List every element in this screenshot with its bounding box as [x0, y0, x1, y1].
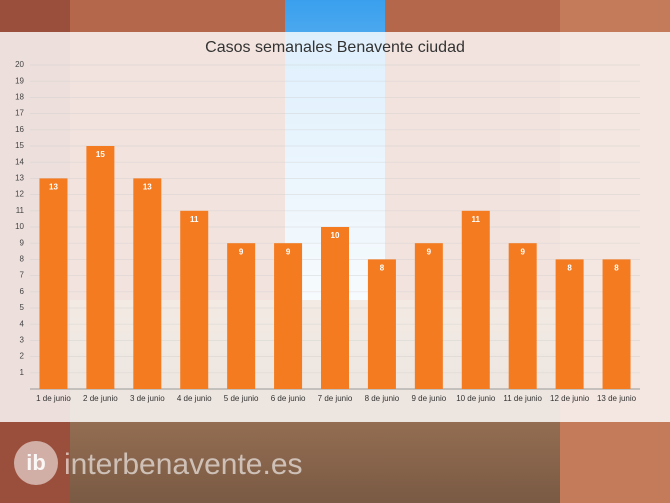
value-label: 8 — [567, 264, 572, 273]
y-tick-label: 20 — [15, 60, 24, 69]
bar — [414, 243, 443, 389]
y-tick-label: 6 — [20, 287, 25, 296]
chart-title: Casos semanales Benavente ciudad — [205, 39, 465, 56]
value-label: 13 — [143, 183, 152, 192]
value-label: 9 — [239, 247, 244, 256]
y-tick-label: 15 — [15, 141, 24, 150]
value-label: 10 — [331, 231, 340, 240]
bar — [133, 178, 162, 389]
bar — [86, 146, 115, 389]
x-tick-label: 11 de junio — [503, 394, 542, 403]
y-tick-label: 17 — [15, 109, 24, 118]
x-tick-label: 1 de junio — [36, 394, 71, 403]
y-tick-label: 19 — [15, 76, 24, 85]
bar — [555, 259, 584, 389]
x-tick-label: 12 de junio — [550, 394, 590, 403]
x-tick-label: 8 de junio — [365, 394, 400, 403]
y-tick-label: 9 — [20, 238, 25, 247]
y-tick-label: 1 — [20, 368, 25, 377]
value-label: 15 — [96, 150, 105, 159]
bar — [39, 178, 68, 389]
x-tick-label: 10 de junio — [456, 394, 496, 403]
y-tick-label: 5 — [20, 303, 25, 312]
y-tick-label: 8 — [20, 255, 25, 264]
y-tick-label: 14 — [15, 157, 24, 166]
y-tick-label: 10 — [15, 222, 24, 231]
bar — [321, 227, 349, 389]
x-tick-label: 4 de junio — [177, 394, 212, 403]
y-tick-label: 12 — [15, 190, 24, 199]
bar — [508, 243, 537, 389]
site-name: interbenavente.es — [64, 448, 303, 481]
bar — [367, 259, 396, 389]
y-tick-label: 4 — [20, 319, 25, 328]
bar — [227, 243, 256, 389]
x-tick-label: 3 de junio — [130, 394, 165, 403]
value-label: 9 — [520, 247, 525, 256]
value-label: 13 — [49, 183, 58, 192]
bar — [461, 210, 490, 389]
y-tick-label: 18 — [15, 93, 24, 102]
bar — [602, 259, 631, 389]
y-tick-label: 11 — [16, 206, 25, 215]
y-tick-label: 3 — [20, 336, 25, 345]
bar — [274, 243, 303, 389]
x-tick-label: 13 de junio — [597, 394, 637, 403]
y-tick-label: 7 — [20, 271, 25, 280]
x-tick-label: 5 de junio — [224, 394, 259, 403]
x-tick-label: 2 de junio — [83, 394, 118, 403]
value-label: 9 — [427, 247, 432, 256]
y-tick-label: 13 — [15, 174, 24, 183]
value-label: 11 — [472, 215, 481, 224]
x-tick-label: 6 de junio — [271, 394, 306, 403]
x-tick-label: 7 de junio — [318, 394, 353, 403]
logo-circle — [14, 441, 58, 485]
x-tick-label: 9 de junio — [411, 394, 446, 403]
y-tick-label: 16 — [15, 125, 24, 134]
value-label: 9 — [286, 247, 291, 256]
y-tick-label: 2 — [20, 352, 25, 361]
bar — [180, 210, 209, 389]
value-label: 11 — [190, 215, 199, 224]
value-label: 8 — [614, 264, 619, 273]
value-label: 8 — [380, 264, 385, 273]
logo-text: ib — [26, 450, 46, 475]
